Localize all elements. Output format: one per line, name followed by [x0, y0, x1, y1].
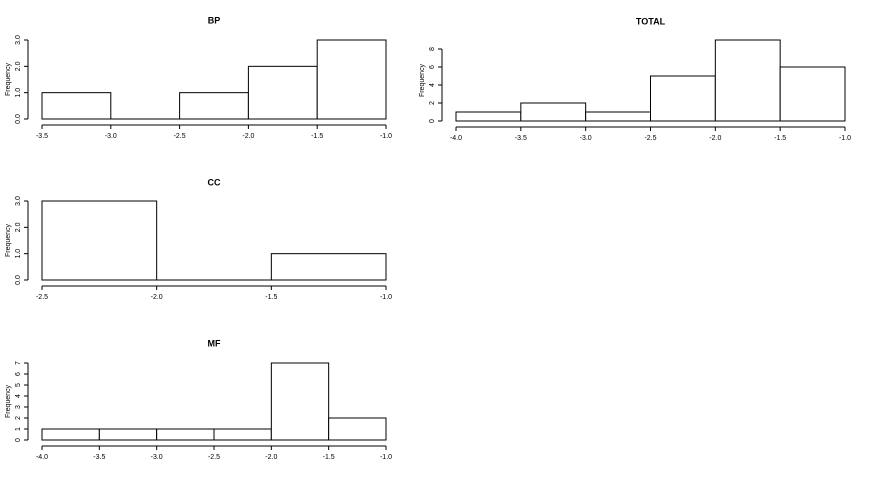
x-tick-label: -1.0: [380, 133, 392, 140]
x-tick-label: -2.0: [151, 294, 163, 301]
bar: [41, 200, 158, 281]
x-tick-label: -1.5: [323, 454, 335, 461]
x-tick-label: -4.0: [36, 454, 48, 461]
y-axis-label: Frequency: [419, 63, 426, 97]
x-tick-label: -1.0: [380, 454, 392, 461]
y-tick-label: 2: [15, 416, 22, 420]
x-tick-label: -1.5: [265, 294, 277, 301]
bar: [316, 39, 387, 120]
y-tick-label: 2.0: [15, 222, 22, 232]
y-tick-label: 0.0: [15, 275, 22, 285]
x-tick-label: -2.5: [208, 454, 220, 461]
x-tick-label: -1.5: [774, 135, 786, 142]
bar: [328, 417, 387, 441]
chart-title: BP: [208, 15, 221, 25]
y-tick-label: 5: [15, 383, 22, 387]
x-tick-label: -1.0: [839, 135, 851, 142]
bar: [179, 92, 249, 120]
x-tick-label: -2.0: [709, 135, 721, 142]
bar: [270, 253, 387, 281]
y-tick-label: 2.0: [15, 61, 22, 71]
y-tick-label: 1.0: [15, 249, 22, 259]
y-axis-label: Frequency: [5, 384, 12, 418]
x-tick-label: -3.0: [105, 133, 117, 140]
y-tick-label: 0: [429, 119, 436, 123]
y-tick-label: 7: [15, 361, 22, 365]
bar: [270, 362, 330, 441]
bar: [714, 39, 781, 122]
bar: [779, 66, 846, 122]
y-axis-label: Frequency: [5, 223, 12, 257]
bar: [585, 111, 652, 122]
y-tick-label: 2: [429, 101, 436, 105]
bar: [650, 75, 716, 122]
x-tick-label: -4.0: [450, 135, 462, 142]
y-tick-label: 1: [15, 427, 22, 431]
y-tick-label: 4: [15, 394, 22, 398]
x-tick-label: -2.5: [36, 294, 48, 301]
x-tick-label: -2.5: [644, 135, 656, 142]
y-tick-label: 1.0: [15, 88, 22, 98]
bar: [455, 111, 522, 122]
y-tick-label: 6: [15, 372, 22, 376]
bar: [247, 65, 318, 120]
x-tick-label: -2.0: [242, 133, 254, 140]
x-tick-label: -3.0: [151, 454, 163, 461]
x-tick-label: -1.0: [380, 294, 392, 301]
y-tick-label: 0.0: [15, 114, 22, 124]
bar: [520, 102, 587, 122]
chart-title: TOTAL: [636, 16, 666, 26]
bar: [41, 92, 112, 120]
y-tick-label: 3.0: [15, 35, 22, 45]
x-tick-label: -3.0: [580, 135, 592, 142]
y-tick-label: 0: [15, 438, 22, 442]
x-tick-label: -3.5: [515, 135, 527, 142]
bar: [213, 428, 272, 441]
x-tick-label: -3.5: [36, 133, 48, 140]
x-tick-label: -3.5: [93, 454, 105, 461]
x-tick-label: -2.0: [265, 454, 277, 461]
bar: [41, 428, 100, 441]
x-tick-label: -2.5: [174, 133, 186, 140]
bar: [156, 428, 215, 441]
y-tick-label: 3.0: [15, 196, 22, 206]
bar: [98, 428, 158, 441]
chart-title: MF: [208, 338, 221, 348]
x-tick-label: -1.5: [311, 133, 323, 140]
y-tick-label: 6: [429, 65, 436, 69]
chart-title: CC: [208, 177, 221, 187]
y-tick-label: 8: [429, 47, 436, 51]
y-tick-label: 4: [429, 83, 436, 87]
y-tick-label: 3: [15, 405, 22, 409]
y-axis-label: Frequency: [5, 62, 12, 96]
